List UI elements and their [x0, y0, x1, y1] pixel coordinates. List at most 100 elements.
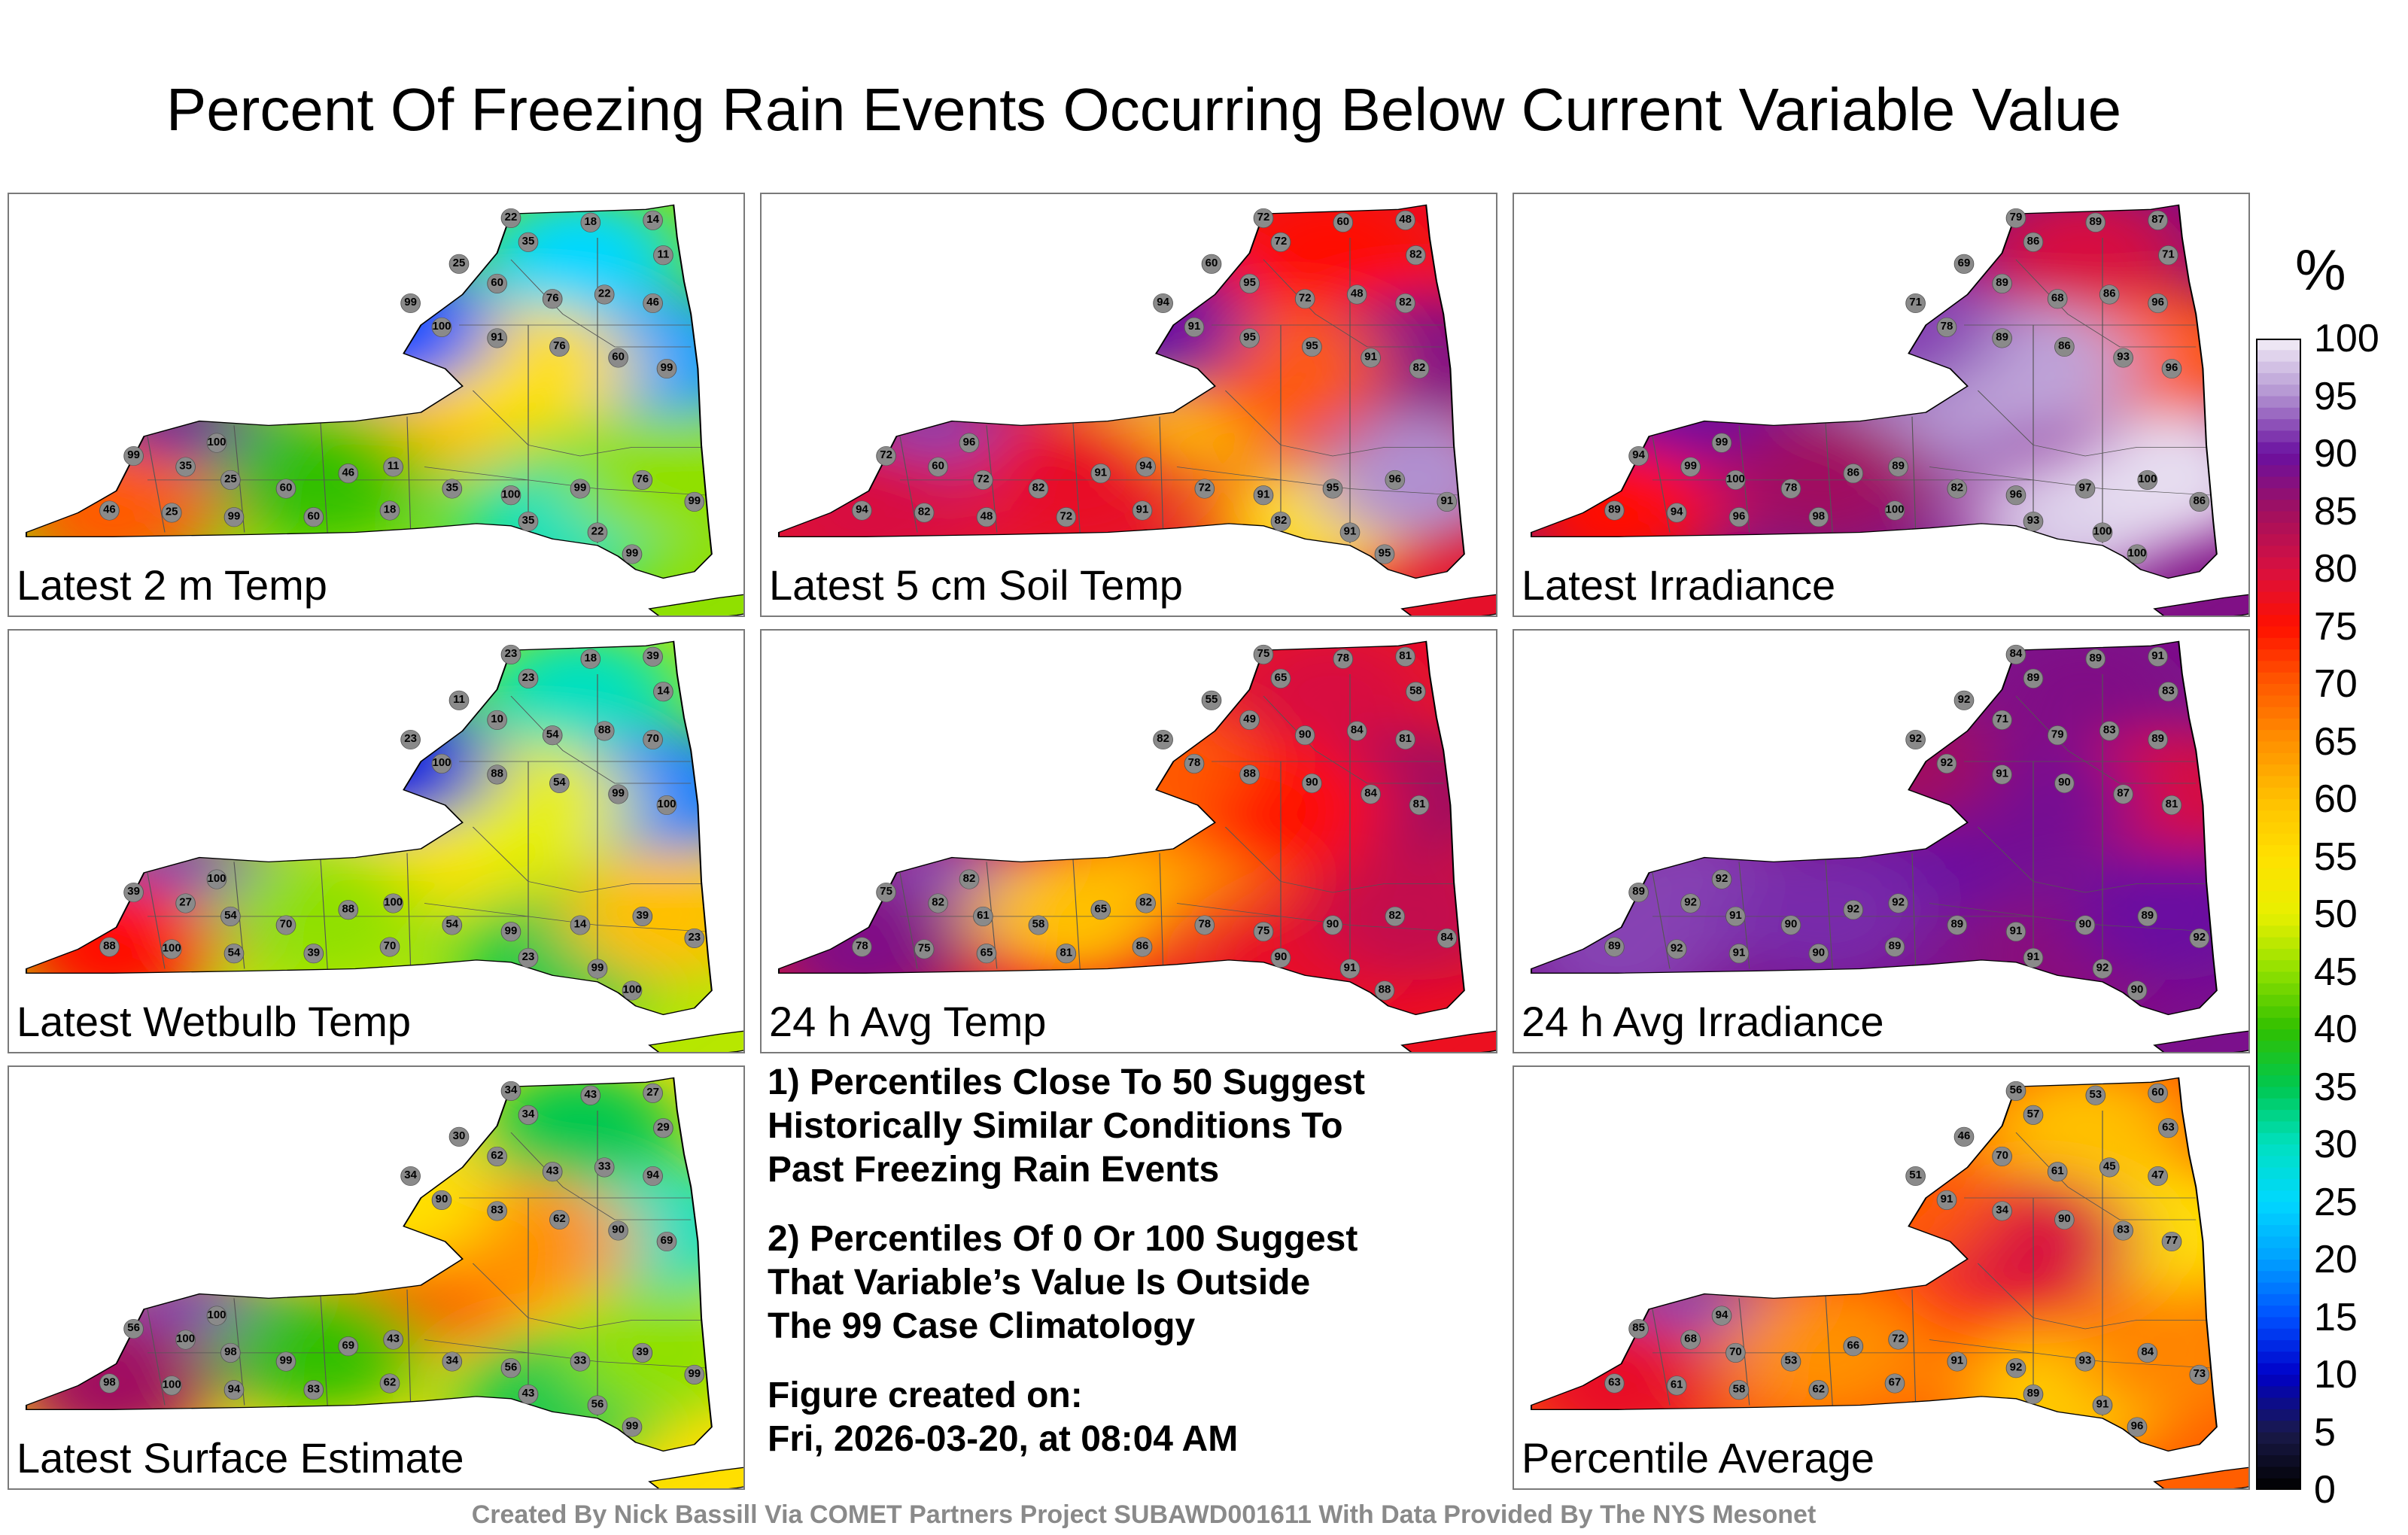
interpretation-notes: 1) Percentiles Close To 50 Suggest Histo… [768, 1061, 1505, 1487]
station-value: 88 [103, 941, 116, 953]
station-marker: 87 [2113, 784, 2133, 804]
colorbar-segment [2256, 1017, 2301, 1030]
station-dot [1253, 922, 1274, 942]
station-value: 90 [2058, 1213, 2071, 1225]
station-marker: 94 [1153, 293, 1173, 314]
station-value: 82 [963, 873, 976, 885]
station-value: 100 [208, 873, 227, 885]
panel-label: 24 h Avg Irradiance [1522, 998, 1884, 1045]
colorbar-segment [2256, 1225, 2301, 1237]
station-value: 100 [208, 1309, 227, 1321]
colorbar-segment [2256, 626, 2301, 639]
station-dot [1333, 649, 1354, 669]
station-value: 91 [2010, 926, 2023, 938]
station-value: 78 [1198, 919, 1211, 931]
station-value: 99 [228, 511, 241, 523]
ny-state-map: 34 34 43 27 29 30 62 43 33 94 34 90 83 62 90 69 56 100 98 9… [25, 1077, 743, 1488]
station-value: 43 [387, 1333, 400, 1345]
station-value: 100 [163, 943, 181, 955]
station-marker: 86 [1843, 464, 1864, 484]
station-marker: 100 [383, 893, 403, 913]
station-marker: 53 [1780, 1351, 1801, 1372]
station-dot [2189, 1364, 2210, 1385]
station-value: 92 [2096, 962, 2109, 974]
station-marker: 60 [275, 479, 296, 499]
station-marker: 78 [1333, 649, 1354, 669]
station-marker: 76 [549, 336, 570, 357]
station-marker: 95 [1239, 328, 1260, 348]
colorbar-segment [2256, 488, 2301, 500]
station-marker: 34 [442, 1351, 463, 1372]
colorbar-segment [2256, 476, 2301, 489]
station-marker: 70 [275, 915, 296, 935]
colorbar-tick-label: 100 [2314, 317, 2379, 360]
station-dot [303, 944, 324, 964]
station-dot [400, 1166, 421, 1187]
station-dot [175, 1330, 196, 1350]
station-marker: 82 [1395, 293, 1415, 314]
station-value: 89 [1950, 919, 1963, 931]
station-dot [206, 869, 227, 889]
station-dot [338, 464, 359, 484]
note-line: Fri, 2026-03-20, at 08:04 AM [768, 1419, 1239, 1459]
county-boundary [2015, 259, 2197, 348]
station-dot [338, 900, 359, 920]
station-value: 72 [880, 449, 892, 461]
station-marker: 49 [1239, 710, 1260, 730]
colorbar-segment [2256, 902, 2301, 915]
station-marker: 95 [1302, 336, 1322, 357]
station-value: 99 [626, 1421, 639, 1433]
station-value: 96 [2131, 1421, 2144, 1433]
station-marker: 78 [1194, 915, 1215, 935]
state-outline [2153, 594, 2248, 616]
county-boundary [510, 695, 692, 784]
station-dot [608, 1220, 628, 1241]
station-marker: 95 [1374, 544, 1395, 564]
station-dot [632, 1342, 653, 1363]
station-dot [206, 433, 227, 453]
station-value: 63 [1608, 1377, 1621, 1389]
station-dot [1604, 1373, 1625, 1394]
county-boundary [1652, 1309, 1671, 1406]
station-marker: 23 [518, 668, 539, 688]
station-value: 75 [1257, 648, 1270, 660]
station-marker: 94 [1711, 1306, 1732, 1326]
colorbar-tick-label: 95 [2314, 374, 2358, 418]
station-dot [876, 882, 896, 903]
station-marker: 82 [1409, 358, 1430, 379]
station-value: 100 [502, 489, 521, 501]
colorbar-segment [2256, 661, 2301, 673]
station-marker: 87 [2148, 210, 2168, 230]
panel-label: 24 h Avg Temp [769, 998, 1047, 1045]
station-marker: 91 [1253, 485, 1274, 506]
station-marker: 96 [1385, 470, 1406, 490]
colorbar-segment [2256, 1455, 2301, 1467]
station-marker: 35 [175, 457, 196, 477]
station-value: 95 [1243, 277, 1256, 289]
note-line: That Variable’s Value Is Outside [768, 1263, 1311, 1302]
station-value: 84 [1440, 932, 1453, 944]
station-dot [1992, 1201, 2012, 1221]
colorbar-segment [2256, 534, 2301, 546]
colorbar-segment [2256, 1260, 2301, 1272]
station-dot [2127, 544, 2148, 564]
station-value: 82 [918, 506, 931, 518]
station-value: 91 [1188, 321, 1201, 333]
station-dot [876, 445, 896, 467]
station-value: 81 [1060, 947, 1072, 959]
station-dot [570, 1351, 591, 1372]
station-dot [1132, 500, 1153, 521]
note-1: 1) Percentiles Close To 50 Suggest Histo… [768, 1061, 1505, 1192]
station-dot [643, 646, 663, 667]
station-marker: 27 [643, 1083, 663, 1103]
station-dot [580, 212, 601, 233]
station-dot [1346, 721, 1367, 741]
station-dot [2047, 725, 2068, 746]
station-dot [1270, 668, 1291, 688]
station-dot [580, 649, 601, 669]
station-marker: 86 [2189, 491, 2210, 512]
field-blob [476, 641, 684, 762]
station-value: 60 [491, 277, 503, 289]
state-outline [1530, 204, 2218, 579]
station-value: 100 [163, 1379, 181, 1391]
